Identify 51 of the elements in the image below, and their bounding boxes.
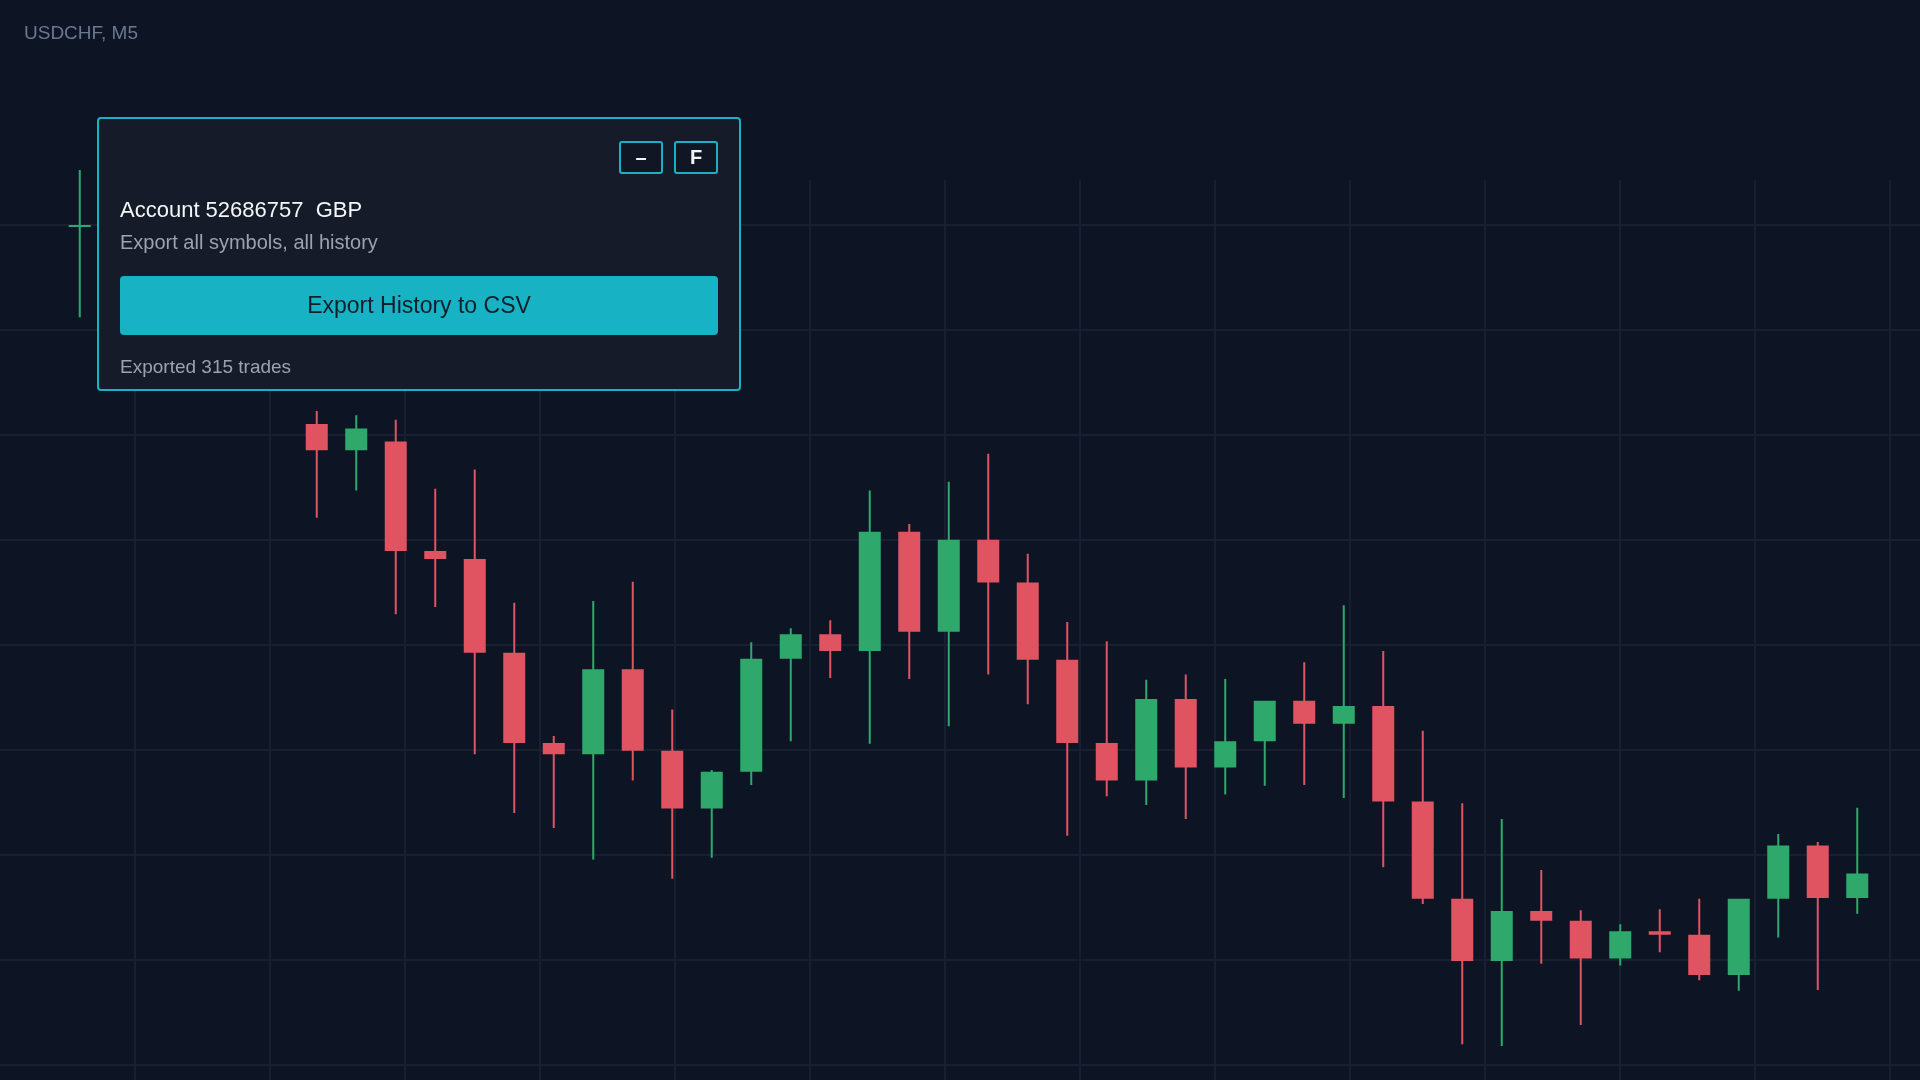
candlestick [661,709,684,879]
candlestick [1530,869,1553,964]
f-button[interactable] [674,141,718,174]
candlestick [819,620,842,679]
chart-title: USDCHF, M5 [24,22,139,44]
text: – [635,146,647,169]
candlestick [1372,650,1395,868]
candlestick [1411,730,1434,905]
minimize-button[interactable] [619,141,663,174]
candlestick [1569,910,1592,1025]
annotation: Account 52686757 GBP [120,197,363,222]
candlestick [463,469,486,755]
annotation: Export History to CSV [307,292,531,319]
candlestick [1332,605,1355,799]
candlestick [1767,834,1790,938]
candlestick [305,410,328,518]
candlestick [779,628,802,742]
annotation: Exported 315 trades [120,356,292,377]
export-button[interactable] [120,276,718,335]
candlestick [582,600,605,860]
candlestick [1293,662,1316,785]
candlestick [898,523,921,679]
candlestick [1451,803,1474,1045]
candlestick [1648,909,1671,953]
annotation: Export all symbols, all history [120,231,378,253]
candlestick [977,453,1000,675]
candlestick [384,419,407,615]
candlestick [858,490,881,744]
candlestick [1688,898,1711,981]
candlestick [1095,641,1118,797]
candlestick [621,581,644,781]
candlestick [1135,679,1158,806]
candlestick [937,481,960,727]
candlestick [1214,678,1237,795]
text: F [689,146,703,169]
candlestick [700,770,723,858]
candlestick [1727,898,1750,991]
candlestick [1016,553,1039,705]
candlestick [424,488,447,608]
candlestick [345,415,368,491]
candlestick [1056,622,1079,836]
candlestick [503,602,526,813]
candlestick [1609,924,1632,966]
candlestick [1806,841,1829,990]
candlestick [68,170,91,318]
candlestick [1846,807,1869,914]
candlestick [740,642,763,785]
candlestick [542,735,565,828]
candlestick [1253,700,1276,786]
candlestick [1490,819,1513,1046]
candlestick [1174,674,1197,820]
